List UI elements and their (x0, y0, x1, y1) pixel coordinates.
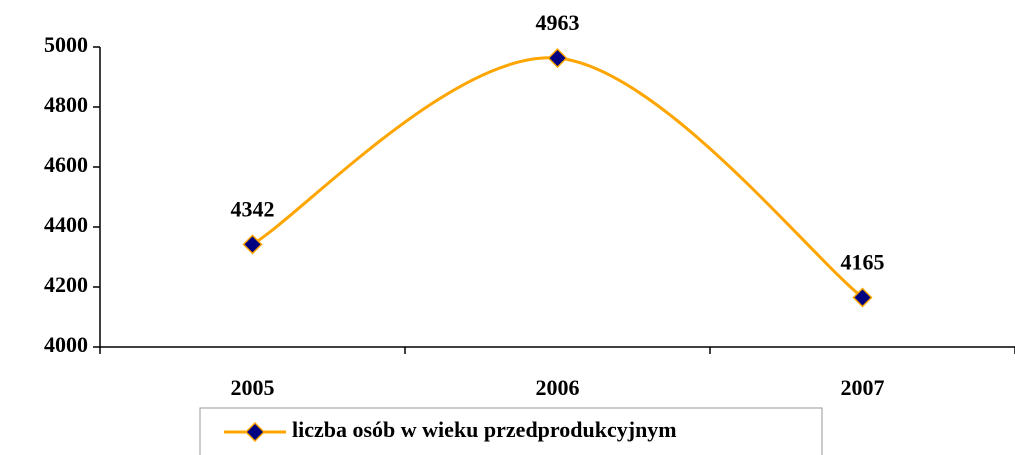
data-label: 4342 (231, 196, 275, 221)
marker (852, 287, 873, 308)
marker (547, 48, 568, 69)
legend-label: liczba osób w wieku przedprodukcyjnym (292, 417, 677, 442)
legend-marker (244, 421, 266, 443)
series-line (251, 56, 864, 299)
legend-box (199, 407, 823, 455)
data-label: 4963 (536, 10, 580, 35)
marker (242, 234, 263, 255)
y-tick-label: 4400 (44, 212, 88, 237)
y-tick-label: 4200 (44, 272, 88, 297)
y-tick-label: 5000 (44, 32, 88, 57)
data-label: 4165 (841, 250, 885, 275)
y-tick-label: 4800 (44, 92, 88, 117)
y-tick-label: 4600 (44, 152, 88, 177)
x-tick-label: 2005 (231, 375, 275, 400)
y-tick-label: 4000 (44, 332, 88, 357)
x-tick-label: 2007 (841, 375, 885, 400)
x-tick-label: 2006 (536, 375, 580, 400)
